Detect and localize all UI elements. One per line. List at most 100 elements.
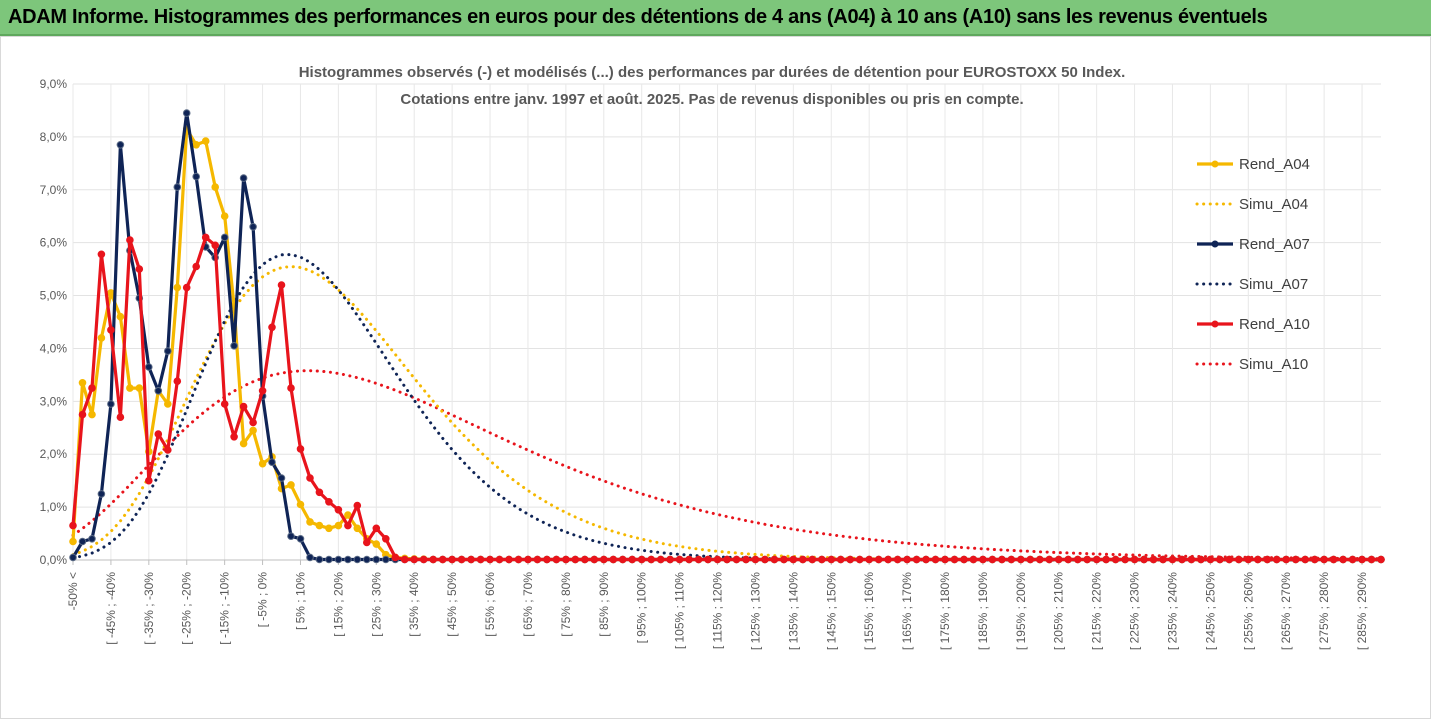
y-tick-label: 0,0% (40, 553, 68, 567)
point-rend-a10 (827, 555, 836, 564)
point-rend-a10 (979, 555, 987, 564)
point-rend-a10 (988, 555, 997, 564)
x-tick-label: [ 275% ; 280% (1317, 572, 1331, 650)
point-rend-a10 (685, 555, 693, 564)
point-rend-a10 (552, 555, 561, 564)
point-rend-a10 (1054, 555, 1063, 564)
point-rend-a07 (230, 342, 238, 350)
point-rend-a07 (306, 553, 314, 562)
point-rend-a10 (325, 498, 333, 506)
point-rend-a10 (675, 555, 684, 564)
point-rend-a10 (893, 555, 902, 564)
point-rend-a10 (1329, 555, 1338, 564)
point-rend-a10 (306, 474, 314, 482)
point-rend-a10 (770, 555, 779, 564)
legend-marker (1211, 320, 1219, 328)
x-tick-label: [ 235% ; 240% (1165, 572, 1179, 650)
point-rend-a07 (382, 555, 390, 564)
point-rend-a10 (192, 262, 200, 271)
point-rend-a07 (372, 555, 381, 564)
point-rend-a10 (467, 555, 475, 564)
point-rend-a04 (372, 540, 381, 548)
point-rend-a10 (656, 555, 665, 564)
x-tick-label: [ -45% ; -40% (104, 572, 118, 645)
point-rend-a10 (694, 555, 703, 564)
point-rend-a10 (1216, 555, 1224, 564)
point-rend-a07 (145, 363, 153, 371)
point-rend-a10 (941, 555, 949, 564)
point-rend-a07 (277, 474, 286, 482)
point-rend-a10 (363, 538, 371, 547)
point-rend-a10 (514, 555, 523, 564)
point-rend-a10 (457, 555, 466, 564)
point-rend-a04 (249, 426, 257, 435)
point-rend-a10 (1358, 555, 1366, 564)
series-rend-a07 (69, 109, 1385, 564)
point-rend-a10 (1282, 555, 1290, 564)
point-rend-a07 (164, 347, 172, 355)
x-tick-label: [ 55% ; 60% (483, 572, 497, 637)
point-rend-a10 (524, 555, 532, 564)
point-rend-a10 (732, 555, 741, 564)
point-rend-a10 (1045, 555, 1054, 564)
point-rend-a04 (97, 334, 106, 342)
point-rend-a10 (382, 535, 390, 543)
point-rend-a10 (571, 555, 580, 564)
chart-title-line-2: Cotations entre janv. 1997 et août. 2025… (400, 91, 1023, 108)
point-rend-a07 (353, 555, 362, 564)
point-rend-a10 (780, 555, 788, 564)
y-tick-label: 8,0% (40, 130, 68, 144)
point-rend-a04 (192, 141, 200, 149)
x-tick-label: [ -5% ; 0% (256, 572, 270, 628)
point-rend-a10 (69, 521, 77, 530)
x-tick-label: [ 285% ; 290% (1355, 572, 1369, 650)
point-rend-a04 (201, 137, 210, 145)
series-simu-a07 (71, 252, 1383, 562)
x-tick-label: [ 115% ; 120% (711, 572, 725, 649)
point-rend-a10 (1225, 555, 1234, 564)
legend-label: Rend_A04 (1239, 156, 1310, 173)
series-group (69, 109, 1385, 564)
point-rend-a10 (1348, 555, 1357, 564)
point-rend-a04 (334, 521, 343, 530)
x-tick-label: [ 45% ; 50% (445, 572, 459, 637)
point-rend-a10 (1301, 555, 1309, 564)
point-rend-a10 (145, 476, 153, 485)
point-rend-a10 (1149, 555, 1158, 564)
point-rend-a10 (1235, 555, 1243, 564)
point-rend-a10 (296, 445, 305, 453)
x-axis-ticks: -50% < [ -45% ; -40% [ -35% ; -30% [ -25% ;… (66, 559, 1381, 650)
point-rend-a10 (1159, 555, 1167, 564)
point-rend-a04 (239, 439, 248, 448)
point-rend-a10 (97, 250, 106, 259)
series-rend-a10 (69, 233, 1385, 564)
x-tick-label: [ 155% ; 160% (862, 572, 876, 650)
point-rend-a10 (543, 555, 551, 564)
point-rend-a10 (1254, 555, 1262, 564)
legend-item-rend-a10: Rend_A10 (1197, 316, 1310, 333)
point-rend-a07 (249, 223, 257, 231)
point-rend-a10 (164, 446, 172, 454)
point-rend-a10 (818, 555, 826, 564)
legend-label: Simu_A07 (1239, 276, 1308, 293)
x-tick-label: [ 95% ; 100% (635, 572, 649, 644)
series-line-simu-a07 (71, 252, 1383, 562)
point-rend-a10 (486, 555, 494, 564)
point-rend-a10 (419, 555, 428, 564)
point-rend-a10 (562, 555, 570, 564)
point-rend-a10 (410, 555, 419, 564)
point-rend-a10 (1197, 555, 1205, 564)
point-rend-a10 (505, 555, 513, 564)
point-rend-a07 (220, 233, 229, 242)
point-rend-a10 (495, 555, 504, 564)
point-rend-a10 (1111, 555, 1120, 564)
point-rend-a10 (372, 524, 381, 533)
point-rend-a10 (1178, 555, 1186, 564)
x-tick-label: [ 25% ; 30% (369, 572, 383, 637)
y-axis-ticks: 0,0% 1,0% 2,0% 3,0% 4,0% 5,0% 6,0% 7,0% 8,0% 9,0% (40, 77, 68, 567)
legend-label: Simu_A04 (1239, 196, 1308, 213)
point-rend-a10 (438, 555, 447, 564)
point-rend-a10 (154, 430, 163, 438)
point-rend-a10 (88, 384, 96, 392)
point-rend-a10 (647, 555, 656, 564)
